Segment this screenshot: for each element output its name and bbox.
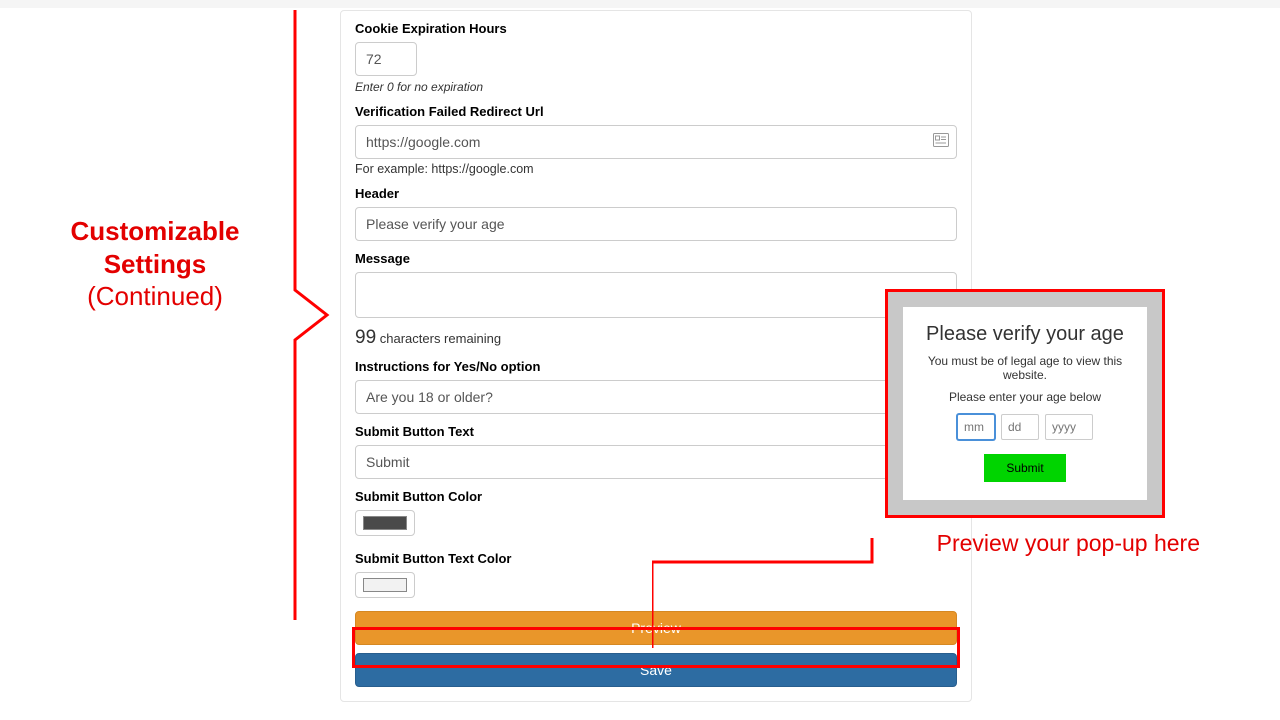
annotation-customizable-settings: Customizable Settings (Continued) xyxy=(30,215,280,313)
submit-color-group: Submit Button Color xyxy=(355,489,957,541)
submit-text-color-picker[interactable] xyxy=(355,572,415,598)
annotation-preview-here: Preview your pop-up here xyxy=(937,530,1200,557)
cookie-expiration-label: Cookie Expiration Hours xyxy=(355,21,957,36)
characters-remaining: 99 characters remaining xyxy=(355,327,957,349)
message-group: Message 99 characters remaining xyxy=(355,251,957,349)
cookie-expiration-input[interactable] xyxy=(355,42,417,76)
popup-month-input[interactable] xyxy=(957,414,995,440)
instructions-label: Instructions for Yes/No option xyxy=(355,359,957,374)
top-bar xyxy=(0,0,1280,8)
cookie-expiration-helper: Enter 0 for no expiration xyxy=(355,80,957,94)
submit-text-color-swatch xyxy=(363,578,407,592)
popup-preview-overlay: Please verify your age You must be of le… xyxy=(885,289,1165,518)
redirect-url-helper: For example: https://google.com xyxy=(355,162,957,176)
submit-color-label: Submit Button Color xyxy=(355,489,957,504)
bracket-icon xyxy=(292,10,332,620)
header-input[interactable] xyxy=(355,207,957,241)
redirect-input-wrap xyxy=(355,125,957,159)
popup-message: You must be of legal age to view this we… xyxy=(913,354,1137,382)
popup-inner: Please verify your age You must be of le… xyxy=(903,307,1147,500)
preview-button[interactable]: Preview xyxy=(355,611,957,645)
submit-color-picker[interactable] xyxy=(355,510,415,536)
submit-text-input[interactable] xyxy=(355,445,957,479)
char-count: 99 xyxy=(355,327,376,348)
message-label: Message xyxy=(355,251,957,266)
redirect-url-group: Verification Failed Redirect Url For exa… xyxy=(355,104,957,176)
submit-text-color-group: Submit Button Text Color xyxy=(355,551,957,603)
submit-text-color-label: Submit Button Text Color xyxy=(355,551,957,566)
popup-title: Please verify your age xyxy=(913,323,1137,346)
submit-text-group: Submit Button Text xyxy=(355,424,957,479)
instructions-input[interactable] xyxy=(355,380,957,414)
header-label: Header xyxy=(355,186,957,201)
popup-day-input[interactable] xyxy=(1001,414,1039,440)
popup-subtext: Please enter your age below xyxy=(913,390,1137,404)
annotation-line: Settings xyxy=(30,248,280,281)
popup-submit-button[interactable]: Submit xyxy=(984,454,1065,482)
submit-color-swatch xyxy=(363,516,407,530)
save-button[interactable]: Save xyxy=(355,653,957,687)
annotation-line: Customizable xyxy=(30,215,280,248)
annotation-line: (Continued) xyxy=(30,280,280,313)
char-text: characters remaining xyxy=(376,331,501,346)
header-group: Header xyxy=(355,186,957,241)
submit-text-label: Submit Button Text xyxy=(355,424,957,439)
settings-form-panel: Cookie Expiration Hours Enter 0 for no e… xyxy=(340,10,972,702)
popup-date-inputs xyxy=(913,414,1137,440)
redirect-url-label: Verification Failed Redirect Url xyxy=(355,104,957,119)
instructions-group: Instructions for Yes/No option xyxy=(355,359,957,414)
message-textarea[interactable] xyxy=(355,272,957,318)
cookie-expiration-group: Cookie Expiration Hours Enter 0 for no e… xyxy=(355,21,957,94)
redirect-url-input[interactable] xyxy=(355,125,957,159)
popup-year-input[interactable] xyxy=(1045,414,1093,440)
contact-card-icon xyxy=(933,133,949,151)
